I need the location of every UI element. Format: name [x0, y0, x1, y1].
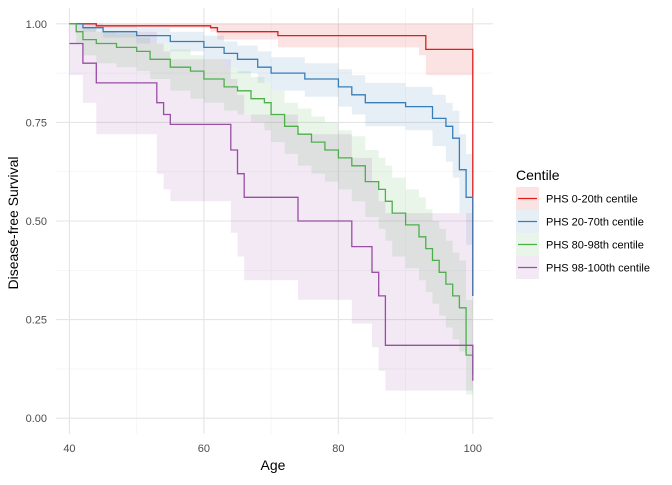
y-tick-label: 0.50 — [26, 216, 47, 228]
x-tick-label: 60 — [198, 443, 210, 455]
x-tick-label: 100 — [464, 443, 482, 455]
legend: Centile PHS 0-20th centile PHS 20-70th ce… — [516, 167, 650, 279]
tick-labels: 40 60 80 100 0.00 0.25 0.50 0.75 1.00 — [26, 19, 482, 455]
series-1-curve — [69, 23, 474, 296]
x-axis-title: Age — [261, 457, 286, 473]
y-tick-label: 0.00 — [26, 413, 47, 425]
series-3-curve — [69, 23, 474, 375]
series-4-curve — [69, 42, 474, 381]
y-axis-title: Disease-free Survival — [5, 156, 21, 289]
series-2-confidence-band — [69, 23, 473, 379]
y-tick-label: 1.00 — [26, 19, 47, 31]
legend-item: PHS 98-100th centile — [516, 256, 650, 279]
legend-label: PHS 0-20th centile — [546, 194, 638, 206]
legend-title: Centile — [516, 167, 560, 183]
x-tick-label: 80 — [332, 443, 344, 455]
legend-item: PHS 80-98th centile — [516, 233, 644, 256]
y-tick-label: 0.75 — [26, 117, 47, 129]
x-tick-label: 40 — [63, 443, 75, 455]
y-tick-label: 0.25 — [26, 315, 47, 327]
series-3-confidence-band — [69, 23, 473, 407]
legend-item: PHS 20-70th centile — [516, 210, 644, 233]
series-1-confidence-band — [69, 23, 473, 367]
legend-label: PHS 80-98th centile — [546, 240, 644, 252]
legend-item: PHS 0-20th centile — [516, 187, 638, 210]
series-2-curve — [69, 23, 474, 296]
legend-label: PHS 20-70th centile — [546, 217, 644, 229]
survival-curves — [69, 23, 474, 381]
legend-label: PHS 98-100th centile — [546, 263, 650, 275]
